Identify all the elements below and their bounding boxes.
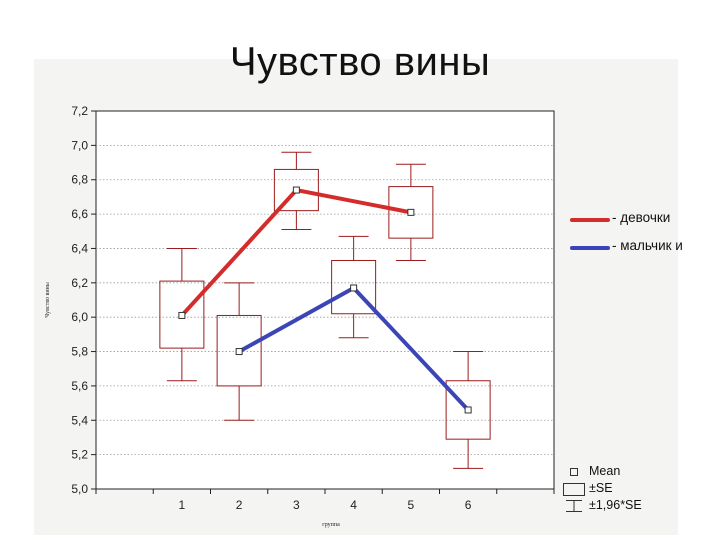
- legend-mean: Mean: [563, 464, 673, 481]
- se-box: [445, 380, 491, 440]
- legend-se: ±SE: [563, 481, 673, 498]
- legend-item-boys: - мальчик и: [566, 238, 696, 266]
- legend-se-label: ±SE: [589, 481, 613, 495]
- mean-marker: [292, 186, 300, 194]
- se-box: [159, 280, 205, 349]
- mean-marker: [407, 208, 415, 216]
- y-tick-label: 6,2: [71, 276, 88, 290]
- y-tick-label: 5,8: [71, 345, 88, 359]
- mean-marker: [350, 284, 358, 292]
- legend-mean-label: Mean: [589, 464, 621, 478]
- legend-ci: ±1,96*SE: [563, 498, 673, 515]
- ci-whisker-icon: [563, 499, 585, 513]
- mean-marker: [178, 311, 186, 319]
- se-box: [273, 168, 319, 212]
- legend-item-girls: - девочки: [566, 210, 696, 238]
- y-tick-label: 5,0: [71, 482, 88, 496]
- y-tick-label: 6,4: [71, 241, 88, 255]
- legend-line-girls: [570, 218, 610, 222]
- mean-marker: [235, 348, 243, 356]
- box-legend: Mean ±SE ±1,96*SE: [563, 464, 673, 515]
- mean-marker: [464, 406, 472, 414]
- y-tick-label: 7,2: [71, 104, 88, 118]
- legend-ci-label: ±1,96*SE: [589, 498, 642, 512]
- mean-marker-icon: [570, 468, 578, 476]
- y-tick-label: 5,4: [71, 413, 88, 427]
- y-tick-label: 6,8: [71, 173, 88, 187]
- y-tick-label: 7,0: [71, 138, 88, 152]
- y-tick-label: 6,0: [71, 310, 88, 324]
- x-tick-label: 5: [408, 498, 415, 512]
- se-box: [216, 314, 262, 387]
- x-axis-label: группа: [322, 522, 340, 528]
- x-tick-label: 1: [179, 498, 186, 512]
- plot-area: [95, 110, 555, 490]
- x-tick-label: 3: [293, 498, 300, 512]
- x-tick-label: 6: [465, 498, 472, 512]
- se-box-icon: [563, 483, 585, 496]
- se-box: [331, 259, 377, 315]
- y-tick-label: 5,2: [71, 448, 88, 462]
- y-tick-label: 6,6: [71, 207, 88, 221]
- x-tick-label: 4: [350, 498, 357, 512]
- y-tick-label: 5,6: [71, 379, 88, 393]
- y-axis-label: Чувство вины: [45, 282, 51, 318]
- series-legend: - девочки - мальчик и: [566, 210, 696, 266]
- x-tick-label: 2: [236, 498, 243, 512]
- legend-label-girls: - девочки: [612, 210, 671, 225]
- legend-line-boys: [570, 246, 610, 250]
- page-title: Чувство вины: [229, 40, 491, 84]
- legend-label-boys: - мальчик и: [612, 238, 683, 253]
- se-box: [388, 186, 434, 239]
